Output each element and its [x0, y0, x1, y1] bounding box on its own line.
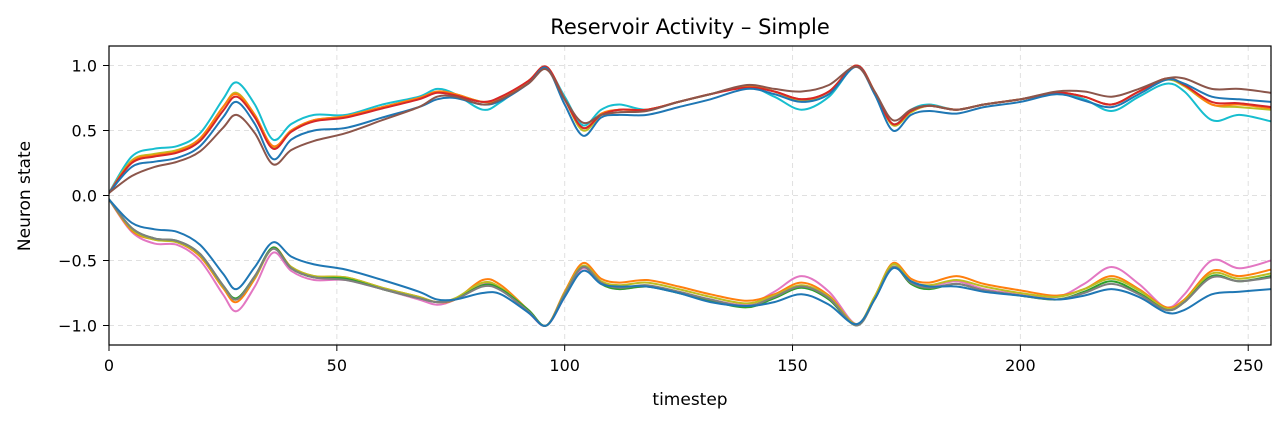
- y-tick-label: 0.5: [72, 122, 97, 141]
- x-axis: 0 50 100 150 200 250: [104, 345, 1264, 375]
- series-line-2: [109, 64, 1271, 194]
- y-tick-label: −1.0: [58, 317, 97, 336]
- y-tick-label: −0.5: [58, 252, 97, 271]
- x-axis-label: timestep: [652, 390, 727, 410]
- series-line-6: [109, 65, 1271, 194]
- x-tick-label: 250: [1233, 356, 1264, 375]
- x-tick-label: 200: [1005, 356, 1036, 375]
- plot-area: [109, 64, 1271, 327]
- y-axis-label: Neuron state: [15, 141, 35, 251]
- y-axis: 1.0 0.5 0.0 −0.5 −1.0: [58, 57, 109, 336]
- grid-lines: [108, 46, 1271, 345]
- series-line-3: [109, 64, 1271, 194]
- series-line-12: [109, 198, 1271, 327]
- series-line-1: [109, 64, 1271, 194]
- y-tick-label: 0.0: [72, 187, 97, 206]
- x-tick-label: 150: [777, 356, 808, 375]
- chart-title: Reservoir Activity – Simple: [550, 15, 830, 39]
- x-tick-label: 50: [327, 356, 347, 375]
- x-tick-label: 100: [549, 356, 580, 375]
- y-tick-label: 1.0: [72, 57, 97, 76]
- x-tick-label: 0: [104, 356, 114, 375]
- series-line-7: [109, 198, 1271, 327]
- series-line-4: [109, 64, 1271, 194]
- series-line-5: [109, 65, 1271, 194]
